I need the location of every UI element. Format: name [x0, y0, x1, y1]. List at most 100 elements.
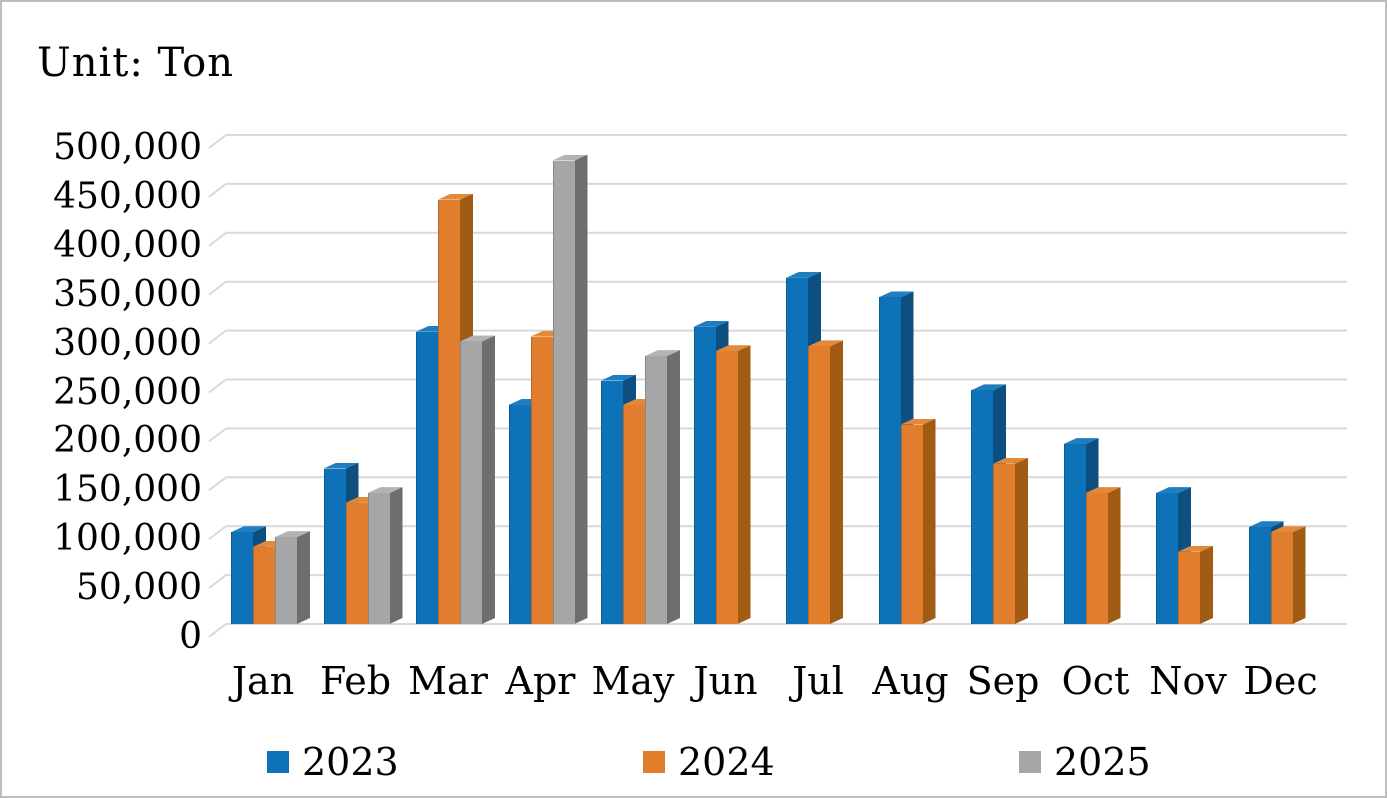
y-axis-tick-label: 100,000	[53, 518, 202, 560]
y-axis-tick-label: 450,000	[53, 175, 202, 217]
x-axis-label-Jul: Jul	[792, 659, 844, 703]
bar-top-face	[715, 345, 751, 352]
bar-front-face	[231, 532, 253, 624]
bar-2024-Sep[interactable]	[993, 457, 1028, 624]
x-axis-label-Oct: Oct	[1061, 659, 1130, 703]
bar-2025-Feb[interactable]	[367, 487, 403, 624]
bar-2024-Aug[interactable]	[900, 418, 936, 624]
bar-front-face	[530, 336, 553, 624]
bar-2024-Jun[interactable]	[715, 345, 751, 624]
bar-front-face	[1178, 551, 1200, 624]
bar-side-face	[830, 340, 843, 624]
bar-front-face	[1063, 444, 1086, 624]
x-axis-label-Apr: Apr	[505, 659, 576, 703]
bar-top-face	[645, 350, 680, 357]
bar-2025-Jan[interactable]	[275, 531, 310, 624]
y-axis-tick-label: 150,000	[53, 469, 202, 511]
bar-2025-Apr[interactable]	[552, 154, 588, 624]
bar-2024-Dec[interactable]	[1270, 526, 1306, 624]
bar-top-face	[878, 291, 914, 298]
bar-top-face	[808, 340, 843, 347]
bar-side-face	[482, 335, 495, 624]
x-axis-label-Dec: Dec	[1243, 659, 1318, 703]
bar-top-face	[900, 418, 936, 425]
gridline-bevel	[208, 476, 227, 492]
gridline-bevel	[208, 378, 227, 394]
bar-top-face	[323, 462, 359, 469]
legend-label: 2025	[1054, 740, 1151, 784]
bar-front-face	[275, 537, 297, 624]
legend-label: 2023	[302, 740, 399, 784]
bar-front-face	[786, 277, 808, 624]
bar-top-face	[1156, 487, 1191, 494]
y-axis-tick-label: 400,000	[53, 224, 202, 266]
bar-top-face	[552, 154, 588, 161]
x-axis-label-Mar: Mar	[408, 659, 488, 703]
bar-top-face	[231, 526, 266, 533]
y-axis-tick-label: 250,000	[53, 371, 202, 413]
bar-side-face	[390, 487, 403, 624]
bar-side-face	[1293, 526, 1306, 624]
chart-title: Unit: Ton	[37, 40, 234, 86]
gridline-bevel	[208, 574, 227, 589]
bar-top-face	[253, 540, 288, 547]
bar-side-face	[297, 531, 310, 624]
bar-side-face	[923, 419, 936, 624]
bar-front-face	[808, 346, 830, 624]
bar-front-face	[623, 405, 645, 624]
bar-front-face	[1248, 527, 1271, 624]
legend-item-2023[interactable]: 2023	[267, 743, 399, 781]
bar-top-face	[971, 384, 1006, 391]
bar-front-face	[900, 424, 923, 624]
bar-top-face	[367, 487, 403, 494]
bar-2024-Jul[interactable]	[808, 340, 843, 624]
gridline-bevel	[208, 183, 227, 198]
bar-front-face	[1156, 493, 1178, 624]
y-axis-tick-label: 200,000	[53, 420, 202, 462]
bar-top-face	[1248, 521, 1284, 528]
bar-front-face	[323, 468, 346, 624]
bar-top-face	[416, 325, 451, 332]
bar-front-face	[993, 463, 1015, 624]
bar-front-face	[601, 380, 623, 624]
bar-front-face	[367, 493, 390, 624]
y-axis-tick-label: 350,000	[53, 273, 202, 315]
bar-side-face	[738, 345, 751, 624]
bar-front-face	[1085, 493, 1108, 624]
legend-item-2024[interactable]: 2024	[643, 743, 775, 781]
legend-color-swatch	[1019, 751, 1041, 773]
bar-side-face	[1015, 458, 1028, 624]
bar-top-face	[786, 271, 821, 278]
bar-front-face	[345, 502, 368, 624]
x-axis-label-Feb: Feb	[319, 659, 392, 703]
gridline-bevel	[208, 280, 227, 296]
legend-item-2025[interactable]: 2025	[1019, 743, 1151, 781]
gridline-bevel	[208, 427, 227, 443]
bar-top-face	[623, 399, 658, 406]
bar-top-face	[993, 457, 1028, 464]
bar-side-face	[1108, 487, 1121, 624]
bar-2024-Nov[interactable]	[1178, 545, 1213, 624]
x-axis-label-Nov: Nov	[1149, 659, 1227, 703]
bar-top-face	[1085, 487, 1121, 494]
bar-top-face	[1063, 438, 1099, 445]
x-axis-label-Aug: Aug	[872, 659, 949, 703]
bar-front-face	[438, 199, 460, 624]
x-axis-label-Jan: Jan	[231, 659, 295, 703]
x-axis-label-May: May	[591, 659, 675, 703]
bar-side-face	[575, 155, 588, 624]
gridline-bevel	[208, 134, 227, 149]
gridline-bevel	[208, 623, 227, 638]
bar-2024-Oct[interactable]	[1085, 487, 1121, 624]
bar-top-face	[530, 330, 566, 337]
bar-2025-May[interactable]	[645, 350, 680, 624]
y-axis-tick-label: 300,000	[53, 322, 202, 364]
bar-top-face	[345, 496, 381, 503]
bar-2025-Mar[interactable]	[460, 335, 495, 624]
x-axis-label-Sep: Sep	[966, 659, 1040, 703]
y-axis-tick-label: 500,000	[53, 127, 202, 168]
bar-front-face	[878, 297, 901, 624]
